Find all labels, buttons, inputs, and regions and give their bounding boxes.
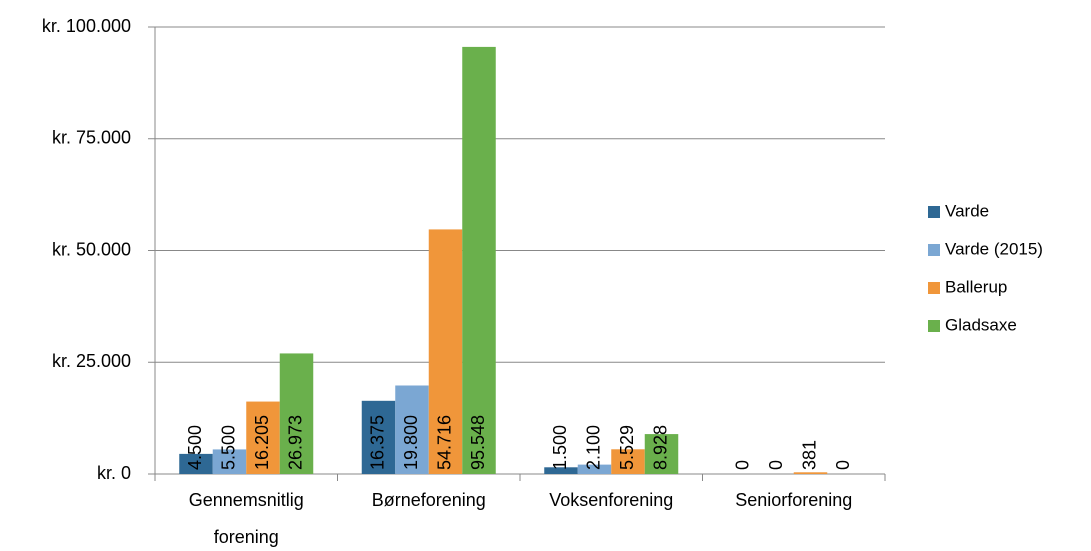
legend-swatch (928, 282, 940, 294)
y-tick-label: kr. 0 (97, 463, 131, 483)
bar (644, 434, 679, 474)
bar (395, 385, 429, 474)
bar (212, 449, 247, 474)
value-label: 16.205 (252, 415, 272, 470)
bar (428, 229, 463, 474)
legend-swatch (928, 206, 940, 218)
value-label: 1.500 (550, 425, 570, 470)
legend: Varde Varde (2015) Ballerup Gladsaxe (928, 201, 1043, 334)
value-label: 16.375 (367, 415, 387, 470)
value-label: 8.928 (650, 425, 670, 470)
value-label: 5.500 (218, 425, 238, 470)
x-tick-label: Seniorforening (735, 490, 852, 510)
legend-label: Gladsaxe (945, 315, 1017, 334)
bar (577, 464, 612, 474)
legend-swatch (928, 244, 940, 256)
value-label: 381 (799, 440, 819, 470)
bar (246, 401, 280, 474)
value-label: 19.800 (401, 415, 421, 470)
value-label: 95.548 (468, 415, 488, 470)
bar (179, 453, 213, 474)
value-label: 4.500 (185, 425, 205, 470)
y-tick-label: kr. 50.000 (52, 239, 131, 259)
value-label: 0 (833, 460, 853, 470)
value-label: 2.100 (583, 425, 603, 470)
y-tick-label: kr. 25.000 (52, 351, 131, 371)
y-tick-label: kr. 100.000 (42, 16, 131, 36)
x-tick-label: Gennemsnitlig forening (189, 490, 304, 547)
y-tick-label: kr. 75.000 (52, 128, 131, 148)
x-tick-label: Børneforening (372, 490, 486, 510)
bar (611, 449, 645, 474)
value-label: 0 (732, 460, 752, 470)
bar (361, 400, 396, 474)
legend-label: Varde (2015) (945, 239, 1043, 258)
bar (793, 472, 828, 474)
value-label: 5.529 (617, 425, 637, 470)
bar (544, 467, 578, 474)
bar (279, 353, 314, 474)
value-label: 0 (766, 460, 786, 470)
bar (462, 46, 496, 474)
legend-label: Ballerup (945, 277, 1007, 296)
value-label: 26.973 (285, 415, 305, 470)
legend-label: Varde (945, 201, 989, 220)
x-tick-label: Voksenforening (549, 490, 673, 510)
legend-swatch (928, 320, 940, 332)
value-label: 54.716 (434, 415, 454, 470)
